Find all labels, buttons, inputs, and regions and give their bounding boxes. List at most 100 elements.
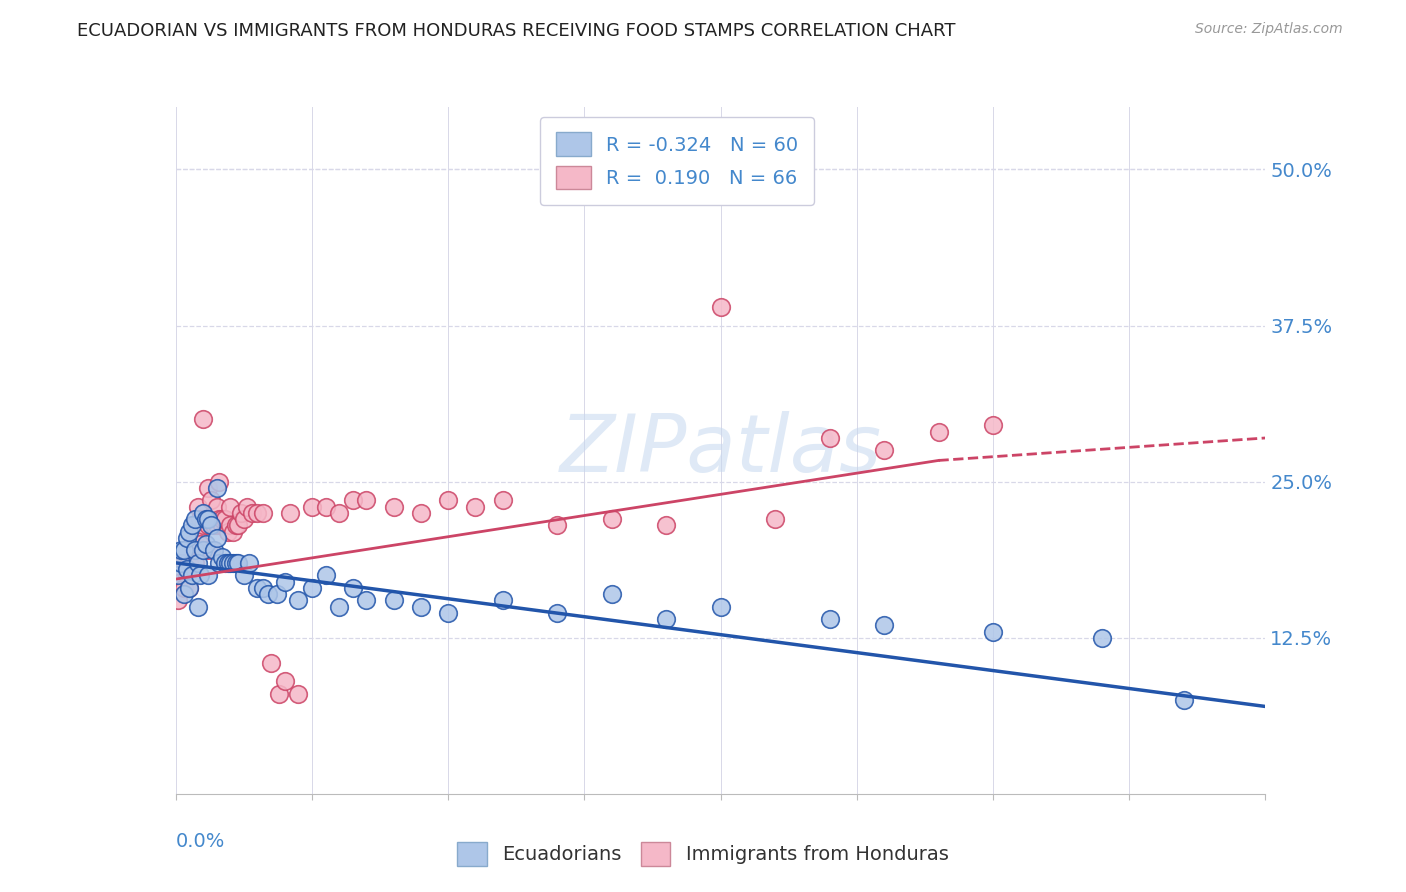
Point xyxy=(269,687,291,701)
Point xyxy=(217,524,239,539)
Point xyxy=(176,562,198,576)
Point xyxy=(197,568,219,582)
Point xyxy=(186,599,209,614)
Point xyxy=(246,581,269,595)
Point xyxy=(184,518,207,533)
Point xyxy=(205,518,228,533)
Point xyxy=(655,612,678,626)
Point xyxy=(287,593,309,607)
Point xyxy=(205,531,228,545)
Point xyxy=(208,475,231,489)
Point xyxy=(194,512,217,526)
Point xyxy=(225,518,247,533)
Point xyxy=(173,587,195,601)
Point xyxy=(191,412,214,426)
Point xyxy=(205,481,228,495)
Point xyxy=(873,618,896,632)
Point xyxy=(188,568,211,582)
Point xyxy=(464,500,486,514)
Point xyxy=(170,543,193,558)
Point xyxy=(328,506,350,520)
Point xyxy=(184,543,207,558)
Point xyxy=(181,568,204,582)
Point xyxy=(173,581,195,595)
Point xyxy=(194,512,217,526)
Point xyxy=(197,512,219,526)
Text: ECUADORIAN VS IMMIGRANTS FROM HONDURAS RECEIVING FOOD STAMPS CORRELATION CHART: ECUADORIAN VS IMMIGRANTS FROM HONDURAS R… xyxy=(77,22,956,40)
Point xyxy=(274,674,297,689)
Point xyxy=(228,518,250,533)
Point xyxy=(231,506,253,520)
Point xyxy=(252,506,274,520)
Point xyxy=(342,493,364,508)
Point xyxy=(546,606,568,620)
Point xyxy=(342,581,364,595)
Point xyxy=(818,612,841,626)
Point xyxy=(205,500,228,514)
Point xyxy=(328,599,350,614)
Point xyxy=(492,593,515,607)
Point xyxy=(211,512,233,526)
Point xyxy=(1173,693,1195,707)
Point xyxy=(173,556,195,570)
Point xyxy=(173,543,195,558)
Point xyxy=(315,568,337,582)
Point xyxy=(188,512,211,526)
Point xyxy=(184,556,207,570)
Point xyxy=(492,493,515,508)
Point xyxy=(214,556,236,570)
Point xyxy=(409,506,432,520)
Point xyxy=(181,518,204,533)
Point xyxy=(437,606,460,620)
Point xyxy=(409,599,432,614)
Point xyxy=(222,556,245,570)
Point xyxy=(197,518,219,533)
Point xyxy=(252,581,274,595)
Point xyxy=(179,581,201,595)
Text: Source: ZipAtlas.com: Source: ZipAtlas.com xyxy=(1195,22,1343,37)
Point xyxy=(710,599,733,614)
Legend: R = -0.324   N = 60, R =  0.190   N = 66: R = -0.324 N = 60, R = 0.190 N = 66 xyxy=(540,117,814,205)
Point xyxy=(219,556,242,570)
Point xyxy=(191,543,214,558)
Point xyxy=(184,512,207,526)
Point xyxy=(240,506,263,520)
Point xyxy=(214,512,236,526)
Point xyxy=(274,574,297,589)
Point xyxy=(981,418,1004,433)
Point xyxy=(176,568,198,582)
Text: ZIPatlas: ZIPatlas xyxy=(560,411,882,490)
Point xyxy=(181,537,204,551)
Point xyxy=(600,512,623,526)
Point xyxy=(228,556,250,570)
Legend: Ecuadorians, Immigrants from Honduras: Ecuadorians, Immigrants from Honduras xyxy=(450,834,956,873)
Point xyxy=(186,556,209,570)
Point xyxy=(238,556,260,570)
Point xyxy=(202,518,225,533)
Point xyxy=(167,593,190,607)
Point xyxy=(186,524,209,539)
Point xyxy=(219,500,242,514)
Point xyxy=(315,500,337,514)
Point xyxy=(301,581,323,595)
Point xyxy=(356,593,378,607)
Point xyxy=(260,656,283,670)
Point xyxy=(191,506,214,520)
Point xyxy=(197,481,219,495)
Point xyxy=(278,506,301,520)
Point xyxy=(225,556,247,570)
Point xyxy=(873,443,896,458)
Point xyxy=(246,506,269,520)
Point xyxy=(202,543,225,558)
Point xyxy=(235,500,257,514)
Point xyxy=(818,431,841,445)
Point xyxy=(176,531,198,545)
Point xyxy=(170,556,193,570)
Text: 0.0%: 0.0% xyxy=(176,831,225,851)
Point xyxy=(655,518,678,533)
Point xyxy=(928,425,950,439)
Point xyxy=(188,537,211,551)
Point xyxy=(546,518,568,533)
Point xyxy=(763,512,786,526)
Point xyxy=(1091,631,1114,645)
